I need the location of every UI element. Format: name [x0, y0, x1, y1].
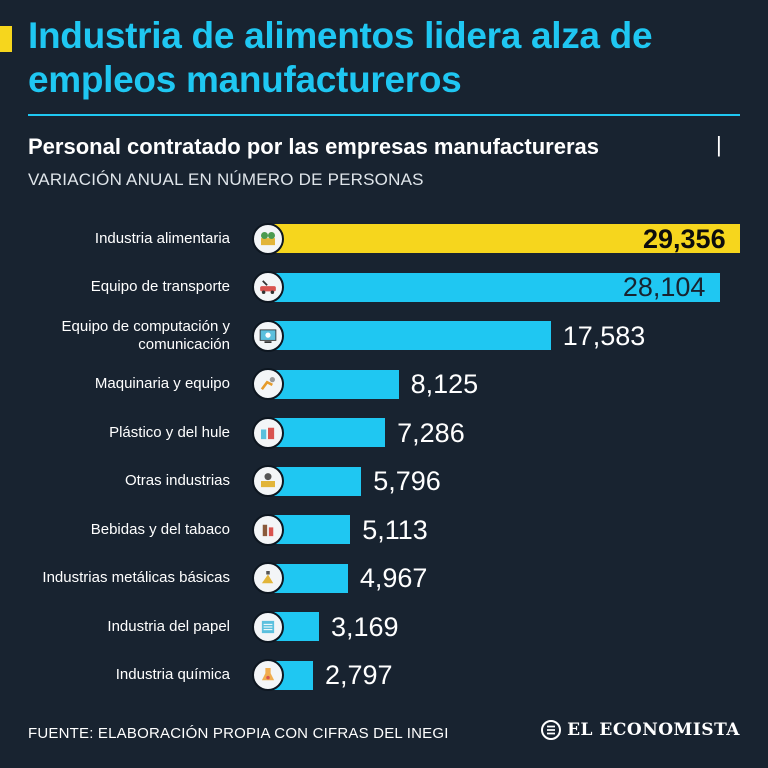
computer-icon	[252, 319, 284, 352]
paper-icon	[252, 610, 284, 643]
brand-logo: EL ECONOMISTA	[541, 720, 740, 740]
metal-icon	[252, 562, 284, 594]
category-label: Industria alimentaria	[94, 229, 230, 247]
category-label: Industrias metálicas básicas	[42, 569, 230, 586]
value-label: 4,967	[359, 563, 428, 593]
chemical-icon	[252, 659, 284, 691]
bar	[268, 321, 551, 350]
category-label: Industria química	[115, 666, 230, 683]
bar	[268, 272, 720, 302]
title-accent-bar	[0, 26, 12, 52]
value-label: 5,113	[362, 514, 428, 545]
page-title: Industria de alimentos lidera alza de em…	[28, 15, 653, 100]
bar	[268, 224, 740, 253]
value-label: 29,356	[643, 223, 726, 254]
category-label: Otras industrias	[124, 472, 230, 489]
category-label: Industria del papel	[107, 617, 230, 635]
category-label: Maquinaria y equipo	[94, 375, 230, 392]
bar-chart: Industria alimentaria 29,356 Equipo de tra…	[0, 210, 768, 700]
brand-name: EL ECONOMISTA	[567, 720, 740, 740]
value-label: 3,169	[330, 611, 399, 642]
category-label: Plástico y del hule	[109, 423, 230, 441]
chart-title-separator: |	[716, 132, 722, 157]
economista-logo-icon	[541, 720, 562, 740]
chart-title: Personal contratado por las empresas man…	[28, 134, 599, 159]
value-label: 28,104	[622, 272, 706, 302]
industry-icon	[252, 465, 284, 497]
machinery-icon	[252, 368, 284, 400]
category-label: Equipo de transporte	[90, 278, 230, 295]
value-label: 17,583	[562, 320, 646, 351]
category-label: Equipo de computación y comunicación	[61, 317, 230, 353]
beverage-icon	[252, 513, 284, 546]
value-label: 8,125	[410, 369, 479, 399]
footer-source: FUENTE: ELABORACIÓN PROPIA CON CIFRAS DE…	[28, 725, 449, 742]
value-label: 2,797	[324, 660, 393, 690]
value-label: 7,286	[397, 417, 465, 448]
food-icon	[252, 222, 284, 255]
transport-icon	[252, 271, 284, 303]
plastic-icon	[252, 416, 284, 449]
chart-subtitle: VARIACIÓN ANUAL EN NÚMERO DE PERSONAS	[28, 170, 424, 189]
category-label: Bebidas y del tabaco	[90, 520, 230, 538]
title-divider	[28, 114, 740, 116]
bar	[268, 418, 386, 447]
bar	[268, 369, 399, 399]
value-label: 5,796	[373, 466, 441, 496]
